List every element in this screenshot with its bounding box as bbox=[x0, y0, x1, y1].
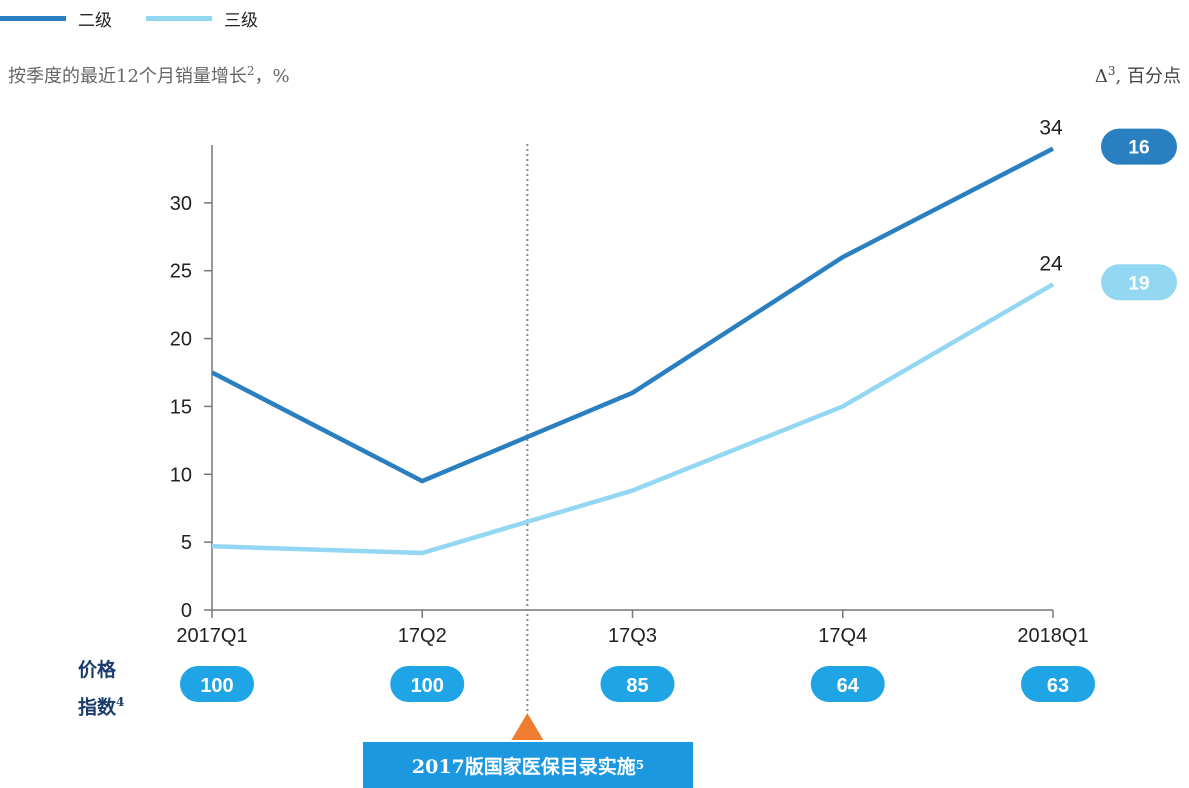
price-index-value: 85 bbox=[626, 675, 648, 697]
price-index-pill bbox=[810, 666, 885, 702]
price-index-value: 63 bbox=[1047, 675, 1069, 697]
delta-value: 19 bbox=[1128, 273, 1149, 294]
x-tick-label: 17Q3 bbox=[608, 625, 657, 647]
end-value-label: 24 bbox=[1039, 252, 1063, 275]
price-index-value: 100 bbox=[411, 675, 444, 697]
legend-swatch bbox=[146, 15, 212, 21]
policy-marker-triangle bbox=[511, 713, 544, 740]
price-index-pill bbox=[390, 666, 465, 702]
price-index-value: 100 bbox=[200, 675, 233, 697]
price-index-value: 64 bbox=[837, 675, 860, 697]
delta-pill-0 bbox=[1101, 128, 1177, 165]
x-tick-label: 17Q2 bbox=[398, 625, 447, 647]
delta-header: Δ3, 百分点 bbox=[1094, 64, 1181, 87]
x-tick-label: 2018Q1 bbox=[1017, 625, 1088, 647]
legend-label: 三级 bbox=[224, 10, 258, 31]
price-index-pill bbox=[600, 666, 675, 702]
delta-pill-1 bbox=[1101, 264, 1177, 301]
series-line-1 bbox=[211, 282, 1055, 556]
y-tick-label: 30 bbox=[170, 193, 192, 215]
chart-subtitle: 按季度的最近12个月销量增长2，% bbox=[8, 64, 290, 87]
x-tick-label: 2017Q1 bbox=[176, 625, 247, 647]
price-index-pill bbox=[1021, 666, 1095, 702]
series-line-0 bbox=[210, 146, 1055, 484]
legend-item-1: 三级 bbox=[146, 6, 258, 31]
y-tick-label: 20 bbox=[170, 329, 192, 351]
end-value-label: 34 bbox=[1039, 117, 1063, 140]
nrdl-implementation-banner: 2017版国家医保目录实施 5 bbox=[363, 742, 693, 788]
price-index-label: 价格 指数4 bbox=[78, 659, 125, 719]
legend-label: 二级 bbox=[78, 10, 112, 31]
delta-value: 16 bbox=[1128, 138, 1149, 159]
legend: 二级 三级 bbox=[0, 6, 292, 31]
x-tick-label: 17Q4 bbox=[818, 625, 867, 647]
legend-item-0: 二级 bbox=[0, 6, 112, 31]
y-tick-label: 10 bbox=[170, 464, 192, 486]
y-tick-label: 15 bbox=[170, 396, 192, 418]
y-tick-label: 5 bbox=[181, 532, 192, 554]
price-index-pill bbox=[180, 666, 254, 702]
y-tick-label: 25 bbox=[170, 261, 192, 283]
legend-swatch bbox=[0, 15, 66, 21]
line-chart: 0 5 10 15 20 25 30 2017Q1 17Q2 17Q3 17Q4 2018Q1 34 16… bbox=[170, 117, 1177, 740]
y-tick-label: 0 bbox=[181, 600, 192, 622]
